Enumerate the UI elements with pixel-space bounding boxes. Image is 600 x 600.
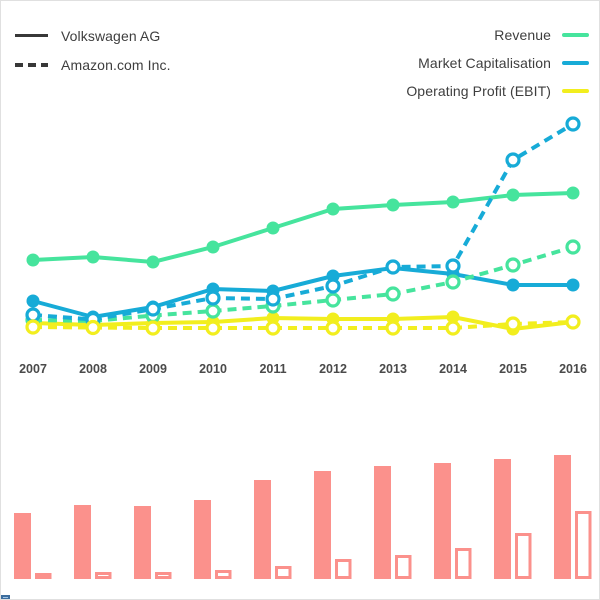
data-point [386,198,400,212]
data-point [385,286,401,302]
bar-amazon [215,570,232,579]
bar-amazon [515,533,532,579]
legend-label-market-cap: Market Capitalisation [418,55,551,71]
bar-amazon [575,511,592,579]
data-point [145,320,161,336]
x-axis-label: 2011 [259,362,286,376]
data-point [25,319,41,335]
legend-item-amazon: Amazon.com Inc. [15,50,171,79]
series-line [32,122,575,322]
data-point [505,152,521,168]
legend-item-market-cap: Market Capitalisation [406,49,589,77]
data-point [505,257,521,273]
data-point [385,320,401,336]
data-point [205,320,221,336]
bar-amazon [35,573,52,579]
data-point [206,240,220,254]
bar-volkswagen [314,471,331,579]
bar-volkswagen [494,459,511,579]
series-line [32,245,574,324]
x-axis-label: 2013 [379,362,407,376]
data-point [565,314,581,330]
revenue-line-swatch [562,33,589,37]
bar-amazon [395,555,412,579]
bar-amazon [155,572,172,579]
legend-label-amazon: Amazon.com Inc. [61,56,171,73]
data-point [445,320,461,336]
data-point [146,255,160,269]
solid-line-swatch [15,34,48,37]
bar-volkswagen [194,500,211,579]
data-point [565,116,581,132]
x-axis-label: 2015 [499,362,527,376]
series-line [32,314,574,332]
series-line [32,265,573,320]
bar-volkswagen [74,505,91,579]
data-point [86,250,100,264]
x-axis-label: 2009 [139,362,167,376]
data-point [325,320,341,336]
legend-label-volkswagen: Volkswagen AG [61,27,161,44]
legend-item-volkswagen: Volkswagen AG [15,21,171,50]
metric-legend: Revenue Market Capitalisation Operating … [406,21,589,105]
data-point [265,320,281,336]
bar-volkswagen [254,480,271,579]
legend-label-ebit: Operating Profit (EBIT) [406,83,551,99]
market-cap-line-swatch [562,61,589,65]
data-point [506,188,520,202]
bar-amazon [275,566,292,579]
bar-volkswagen [14,513,31,579]
x-axis-label: 2014 [439,362,467,376]
data-point [266,221,280,235]
data-point [566,186,580,200]
data-point [25,307,41,323]
bar-amazon [455,548,472,579]
data-point [265,291,281,307]
data-point [505,316,521,332]
bar-volkswagen [134,506,151,579]
data-point [506,278,520,292]
bar-volkswagen [374,466,391,579]
data-point [85,319,101,336]
data-point [205,303,221,319]
bar-volkswagen [554,455,571,579]
legend-item-ebit: Operating Profit (EBIT) [406,77,589,105]
data-point [445,274,461,290]
cropped-element-artifact [1,595,10,599]
series-line [32,320,574,330]
x-axis-label: 2010 [199,362,227,376]
legend-label-revenue: Revenue [494,27,551,43]
x-axis-label: 2007 [19,362,47,376]
dashed-line-swatch [15,62,48,67]
data-point [446,310,460,324]
bar-amazon [95,572,112,579]
data-point [566,278,580,292]
legend-item-revenue: Revenue [406,21,589,49]
data-point [445,258,461,274]
data-point [145,301,161,317]
data-point [26,253,40,267]
data-point [326,202,340,216]
data-point [205,290,221,306]
ebit-line-swatch [562,89,589,93]
bar-volkswagen [434,463,451,579]
data-point [325,292,341,308]
data-point [446,195,460,209]
x-axis-label: 2016 [559,362,587,376]
data-point [325,278,341,294]
company-legend: Volkswagen AG Amazon.com Inc. [15,21,171,79]
bar-amazon [335,559,352,579]
data-point [565,239,581,255]
data-point [385,259,401,275]
x-axis-label: 2008 [79,362,107,376]
x-axis-label: 2012 [319,362,347,376]
series-line [32,191,574,265]
data-point [26,294,40,308]
